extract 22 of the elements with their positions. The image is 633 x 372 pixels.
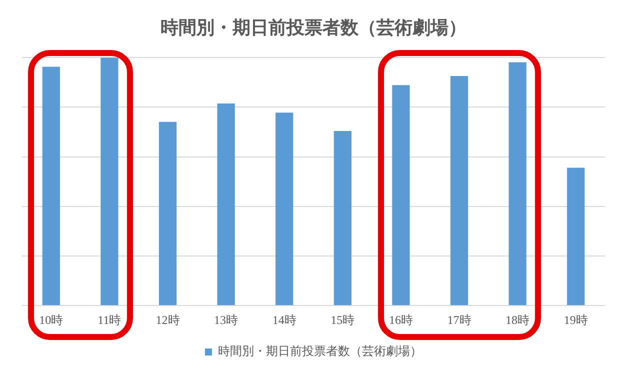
bar	[567, 168, 585, 306]
x-tick-label: 14時	[272, 312, 296, 327]
x-tick-label: 11時	[98, 312, 122, 327]
bar	[334, 131, 352, 306]
x-tick-label: 13時	[214, 312, 238, 327]
x-tick-label: 12時	[156, 312, 180, 327]
x-tick-label: 15時	[330, 312, 355, 327]
chart-title: 時間別・期日前投票者数（芸術劇場）	[160, 17, 466, 38]
bar	[158, 122, 177, 306]
bar	[508, 62, 526, 306]
x-tick-label: 16時	[388, 312, 413, 327]
bar	[276, 112, 294, 306]
x-tick-label: 10時	[39, 312, 64, 327]
x-tick-label: 17時	[447, 312, 472, 327]
bar	[450, 76, 468, 306]
legend-label: 時間別・期日前投票者数（芸術劇場）	[218, 344, 422, 358]
bar	[217, 103, 235, 306]
x-tick-label: 18時	[506, 312, 530, 327]
x-tick-label: 19時	[564, 312, 588, 327]
bar	[100, 58, 118, 306]
bar	[392, 85, 410, 306]
bar	[42, 66, 60, 306]
